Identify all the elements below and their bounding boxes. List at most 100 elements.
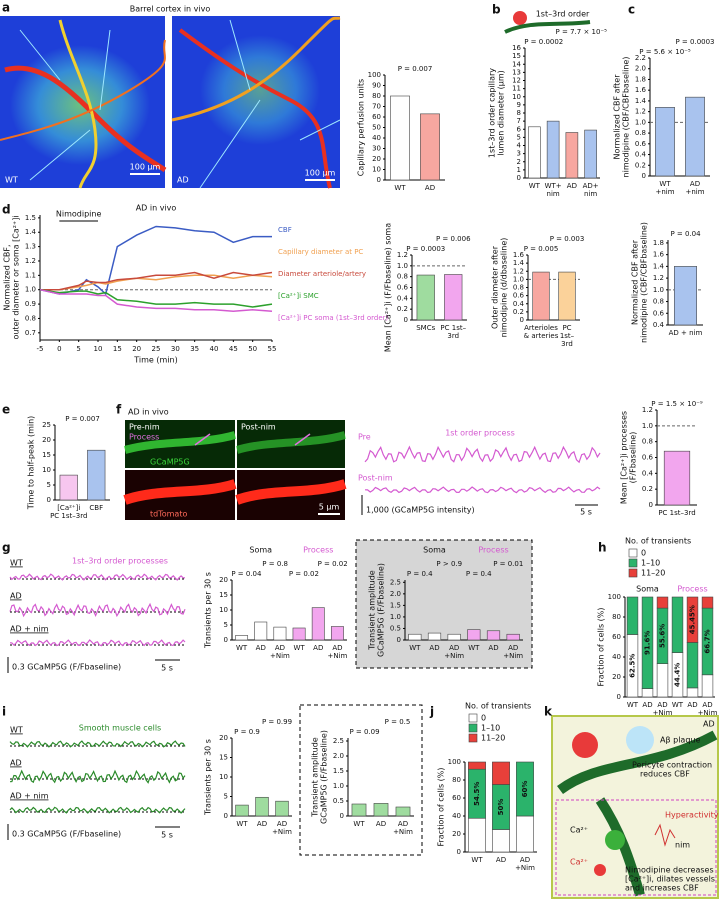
y-tick-label: 0 [520, 316, 524, 324]
y-tick-label: 1.2 [635, 108, 646, 116]
annotation: P = 0.09 [349, 728, 379, 736]
y-tick-label: 2.0 [635, 65, 646, 73]
x-tick-label: 5 [76, 345, 80, 353]
schematic-label: AD [703, 720, 715, 729]
bar-segment [468, 761, 486, 770]
bar [311, 607, 325, 641]
x-tick-label: AD [449, 644, 459, 652]
y-tick-label: 0.2 [513, 308, 524, 316]
x-tick-label: AD [642, 701, 652, 709]
value-label: 44.4% [674, 663, 682, 687]
image-label: GCaMP5G [150, 458, 190, 467]
y-tick-label: 0 [47, 496, 51, 504]
y-axis-label: Fraction of cells (%) [437, 767, 446, 846]
bar [416, 274, 435, 321]
bar [584, 129, 597, 179]
y-tick-label: 0.5 [390, 624, 401, 632]
y-axis-label: outer diameter or soma [Ca²⁺]i [12, 215, 21, 339]
y-tick-label: 13 [512, 68, 521, 76]
series-line [39, 288, 273, 308]
schematic-note: and increases CBF [625, 884, 699, 893]
legend-label: [Ca²⁺]i SMC [278, 292, 319, 300]
x-tick-label: +Nim [653, 709, 673, 717]
annotation: P = 5.6 × 10⁻⁵ [639, 48, 691, 56]
x-tick-label: 15 [113, 345, 122, 353]
y-tick-label: 1.3 [25, 243, 36, 251]
y-tick-label: 40 [372, 134, 381, 142]
legend-label: Capillary diameter at PC [278, 248, 363, 256]
panel-label: h [598, 541, 607, 555]
trace-title: 1st order process [445, 429, 515, 438]
y-tick-label: 5 [224, 621, 228, 629]
x-tick-label: WT [353, 820, 365, 828]
y-tick-label: 0.9 [25, 300, 36, 308]
y-tick-label: 2.2 [635, 54, 646, 62]
trace-label: WT [10, 559, 23, 568]
x-tick-label: WT [236, 644, 248, 652]
trace-label: Pre [358, 433, 371, 442]
y-tick-label: 90 [372, 82, 381, 90]
scale-label: 100 μm [130, 163, 161, 172]
bar [330, 626, 344, 641]
series-line [39, 288, 273, 313]
y-axis-label: Normalized CBF after [631, 239, 640, 325]
group-label: Process [303, 546, 333, 555]
y-tick-label: 1.0 [390, 613, 401, 621]
y-tick-label: 2.0 [390, 590, 401, 598]
bar [655, 107, 675, 177]
group-label: Process [677, 585, 707, 594]
y-tick-label: 0 [617, 693, 621, 701]
y-tick-label: 0.6 [642, 454, 654, 462]
x-tick-label: 45 [229, 345, 238, 353]
y-tick-label: 10 [512, 93, 521, 101]
x-tick-label: AD [567, 182, 577, 190]
x-tick-label: AD [508, 644, 518, 652]
y-axis-label: nimodipine (d/dbaseline) [500, 238, 509, 338]
series-line [40, 271, 273, 291]
y-tick-label: 0 [340, 812, 344, 820]
x-tick-label: & arteries [524, 332, 559, 340]
y-axis-label: Normalized CBF, [3, 244, 12, 310]
y-tick-label: 0.6 [653, 309, 665, 317]
trace-label: WT [10, 726, 23, 735]
legend-swatch [628, 548, 638, 558]
annotation: P = 0.006 [436, 235, 471, 243]
y-tick-label: 80 [452, 776, 461, 784]
group-label: Process [478, 546, 508, 555]
y-tick-label: 1.2 [397, 251, 408, 259]
y-tick-label: 20 [219, 734, 228, 742]
x-tick-label: -5 [37, 345, 44, 353]
image-label: tdTomato [150, 510, 187, 519]
x-tick-label: AD [277, 820, 287, 828]
scale-label: 0.3 GCaMP5G (F/Fbaseline) [12, 663, 121, 672]
trace-title: Smooth muscle cells [79, 724, 161, 733]
y-tick-label: 1.5 [333, 767, 344, 775]
x-tick-label: 50 [248, 345, 257, 353]
schematic-note: Nimodipine decreases [625, 866, 714, 875]
trace [364, 486, 601, 494]
y-tick-label: 14 [512, 60, 521, 68]
x-tick-label: 30 [171, 345, 180, 353]
panel-label: f [116, 403, 122, 417]
annotation: P = 0.003 [550, 235, 585, 243]
image-title: Barrel cortex in vivo [130, 5, 211, 14]
y-tick-label: 20 [42, 436, 51, 444]
schematic-label: reduces CBF [640, 770, 690, 779]
y-tick-label: 1.0 [653, 286, 664, 294]
legend-swatch [628, 568, 638, 578]
y-axis-label: nimodipine (CBF/CBFbaseline) [622, 57, 631, 178]
x-tick-label: WT [293, 644, 305, 652]
y-tick-label: 1.5 [390, 601, 401, 609]
y-tick-label: 2 [517, 158, 521, 166]
annotation: P > 0.9 [436, 560, 462, 568]
y-tick-label: 15 [219, 754, 228, 762]
y-tick-label: 0 [457, 848, 461, 856]
x-tick-label: nim [547, 190, 560, 198]
x-tick-label: PC 1st– [440, 324, 466, 332]
chart-title: 1st–3rd order [536, 10, 590, 19]
inset-box [355, 539, 533, 669]
x-tick-label: PC 1st–3rd [50, 512, 87, 520]
x-tick-label: +Nim [270, 652, 290, 660]
x-tick-label: +Nim [393, 828, 413, 836]
x-tick-label: AD [257, 820, 267, 828]
